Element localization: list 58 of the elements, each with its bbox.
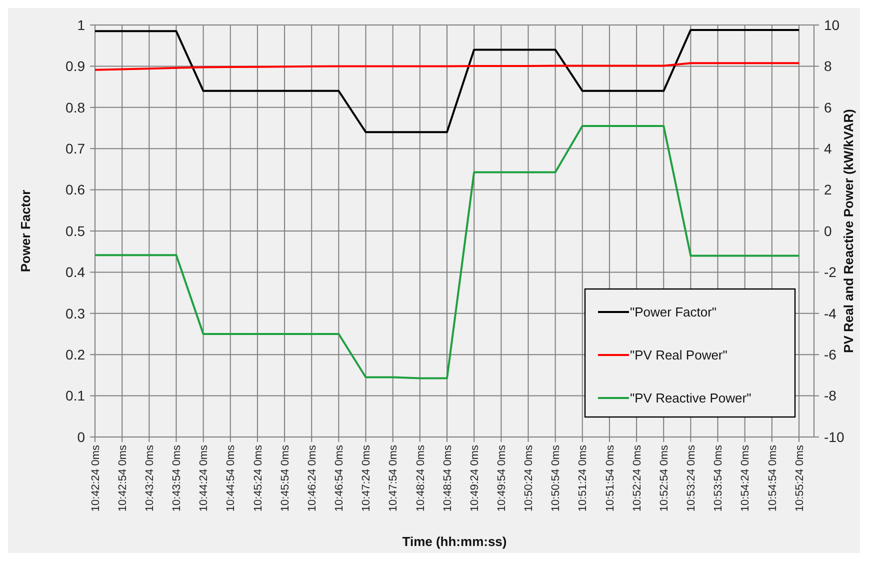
y2-tick-label: 4 [824, 140, 832, 156]
y-tick-label: 0.6 [66, 182, 86, 198]
y-tick-label: 0.4 [66, 264, 86, 280]
x-tick-label: 10:45:24 0ms [252, 444, 264, 512]
y2-tick-label: 10 [824, 16, 840, 33]
x-tick-label: 10:47:54 0ms [388, 444, 400, 512]
y2-tick-label: 2 [824, 182, 832, 198]
x-tick-label: 10:50:24 0ms [523, 444, 536, 512]
y2-tick-label: -10 [824, 428, 844, 445]
x-tick-label: 10:45:54 0ms [279, 444, 292, 512]
x-tick-label: 10:43:54 0ms [171, 444, 184, 512]
x-axis-title: Time (hh:mm:ss) [402, 534, 507, 549]
x-tick-label: 10:46:54 0ms [334, 444, 346, 512]
y2-tick-label: 8 [824, 58, 832, 74]
y-tick-label: 0.8 [66, 99, 86, 116]
x-tick-label: 10:51:54 0ms [604, 444, 616, 512]
x-tick-label: 10:49:54 0ms [496, 444, 508, 512]
line-series [94, 124, 800, 380]
y-tick-label: 0.1 [66, 388, 86, 404]
y2-tick-label: 6 [824, 99, 832, 116]
y2-tick-label: -2 [824, 264, 837, 280]
x-tick-label: 10:44:24 0ms [198, 444, 210, 512]
x-tick-label: 10:53:54 0ms [712, 444, 725, 512]
y2-tick-label: -6 [824, 346, 837, 362]
legend-label: "Power Factor" [630, 304, 717, 320]
x-tick-label: 10:49:24 0ms [468, 444, 481, 512]
x-tick-label: 10:54:24 0ms [740, 444, 752, 512]
y-tick-label: 1 [77, 16, 86, 33]
x-tick-label: 10:42:24 0ms [90, 444, 102, 512]
x-tick-label: 10:50:54 0ms [550, 444, 562, 512]
x-tick-label: 10:42:54 0ms [116, 444, 129, 512]
y-tick-label: 0.2 [66, 346, 86, 362]
x-tick-label: 10:53:24 0ms [686, 444, 698, 512]
y2-axis-title: PV Real and Reactive Power (kW/kVAR) [841, 109, 856, 353]
y2-tick-label: -8 [824, 388, 837, 404]
x-tick-label: 10:47:24 0ms [360, 444, 373, 512]
x-tick-label: 10:54:54 0ms [766, 444, 779, 512]
x-tick-label: 10:51:24 0ms [577, 444, 590, 512]
y-tick-label: 0.7 [66, 140, 86, 156]
y-tick-label: 0.5 [66, 222, 86, 239]
y-tick-label: 0 [77, 428, 86, 445]
x-tick-label: 10:55:24 0ms [794, 444, 806, 512]
x-tick-label: 10:52:54 0ms [658, 444, 670, 512]
x-tick-label: 10:48:54 0ms [442, 444, 454, 512]
y-tick-label: 0.9 [66, 58, 86, 74]
legend-label: "PV Reactive Power" [630, 390, 752, 406]
y-tick-label: 0.3 [66, 305, 86, 322]
x-tick-label: 10:52:24 0ms [631, 444, 644, 512]
x-tick-label: 10:44:54 0ms [225, 444, 238, 512]
y-axis-title: Power Factor [18, 190, 33, 272]
legend-label: "PV Real Power" [630, 348, 728, 363]
x-tick-label: 10:43:24 0ms [144, 444, 156, 512]
x-tick-label: 10:46:24 0ms [306, 444, 318, 512]
y2-tick-label: -4 [824, 305, 837, 322]
x-tick-label: 10:48:24 0ms [414, 444, 427, 512]
y2-tick-label: 0 [824, 222, 832, 239]
line-series [94, 62, 800, 71]
line-series [94, 28, 800, 134]
